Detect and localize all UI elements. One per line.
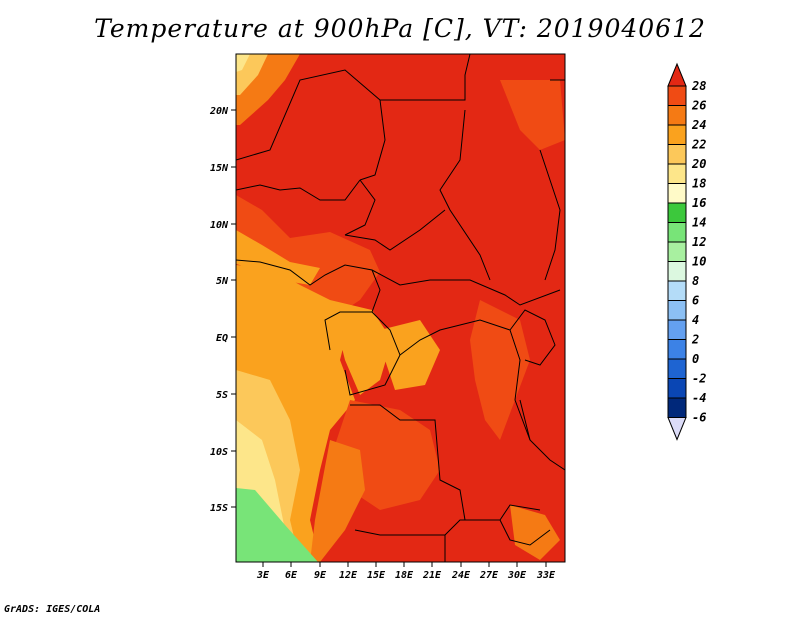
colorbar-level-label: 24 [691,118,706,132]
lat-label: 15S [210,503,228,514]
lon-label: 12E [339,570,358,581]
colorbar-level-label: 0 [692,352,699,366]
lon-label: 33E [536,570,556,581]
colorbar-top-arrow [667,62,687,87]
lon-label: 15E [367,570,386,581]
lon-label: 3E [256,570,270,581]
colorbar-swatch [667,85,687,106]
colorbar-level-label: 2 [691,333,699,347]
lat-label: 15N [210,163,229,174]
lon-label: 27E [479,570,499,581]
field-ne-26 [500,80,565,150]
longitude-labels: 3E 6E 9E 12E 15E 18E 21E 24E 27E 30E 33E [256,570,556,581]
lon-label: 21E [422,570,442,581]
temperature-field [236,54,565,562]
colorbar-level-label: 6 [692,294,699,308]
lon-label: 9E [314,570,327,581]
colorbar-swatch [667,105,687,126]
colorbar-level-label: 18 [692,177,706,191]
colorbar-level-label: -6 [692,411,706,425]
colorbar-level-label: -4 [692,391,706,405]
colorbar-swatch [667,319,687,340]
chart-title: Temperature at 900hPa [C], VT: 201904061… [94,14,706,43]
colorbar-level-label: 8 [692,274,699,288]
colorbar-swatch [667,378,687,399]
colorbar-swatch [667,397,687,418]
colorbar-level-label: 26 [691,99,706,113]
colorbar-level-label: 12 [692,235,706,249]
axis-ticks [231,109,547,567]
latitude-labels: 20N 15N 10N 5N EQ 5S 10S 15S [209,106,229,514]
field-nw-18 [236,54,250,72]
lat-label: 10S [210,447,228,458]
country-borders [236,54,565,562]
lon-label: 30E [507,570,527,581]
colorbar-swatch [667,241,687,262]
map-frame [235,53,566,563]
colorbar-swatch [667,339,687,360]
colorbar-swatch [667,124,687,145]
colorbar-swatch [667,300,687,321]
lon-label: 18E [395,570,414,581]
colorbar-swatch [667,261,687,282]
field-angola-24 [310,440,365,562]
colorbar-level-label: 28 [691,79,706,93]
field-coast-22 [236,230,320,285]
grads-credit: GrADS: IGES/COLA [4,604,101,615]
field-se-24 [510,505,560,560]
colorbar-level-label: 22 [691,138,706,152]
colorbar-swatch [667,183,687,204]
colorbar-level-label: 16 [692,196,706,210]
lat-label: 5S [216,390,228,401]
field-coast-26 [236,195,380,320]
field-southwest-14 [236,488,318,562]
colorbar-level-label: -2 [692,372,706,386]
colorbar-swatch [667,280,687,301]
colorbar-swatch [667,358,687,379]
colorbar-bottom-arrow [667,417,687,441]
colorbar-swatch [667,163,687,184]
field-east-26 [470,300,530,440]
lat-label: 10N [210,220,229,231]
colorbar-level-label: 20 [691,157,706,171]
colorbar-level-label: 10 [692,255,706,269]
lon-label: 6E [285,570,298,581]
colorbar-swatch [667,144,687,165]
colorbar-swatch [667,222,687,243]
colorbar-swatch [667,202,687,223]
colorbar-level-label: 14 [692,216,706,230]
field-congo-22 [330,300,392,395]
lat-label: EQ [216,333,228,344]
lat-label: 20N [209,106,229,117]
colorbar-level-label: 4 [692,313,699,327]
lon-label: 24E [451,570,471,581]
lat-label: 5N [216,276,229,287]
